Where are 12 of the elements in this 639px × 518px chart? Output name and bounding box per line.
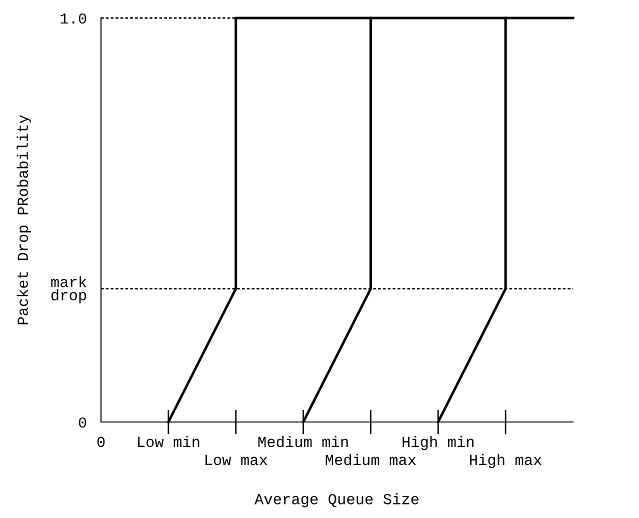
y-tick-label: 1.0 xyxy=(60,13,86,24)
x-tick-label: High max xyxy=(470,454,542,468)
x-tick-label: Low max xyxy=(206,454,268,466)
x-tick-label: Medium max xyxy=(326,454,416,466)
y-tick-label: 0 xyxy=(78,417,86,428)
y-axis-title: Packet Drop PRobability xyxy=(16,115,31,324)
x-tick-label: Low min xyxy=(138,436,200,448)
x-tick-label: Medium min xyxy=(258,436,348,448)
y-tick-label: mark drop xyxy=(51,276,86,304)
x-axis-title: Average Queue Size xyxy=(254,493,418,508)
x-tick-label: 0 xyxy=(97,436,105,448)
x-tick-label: High min xyxy=(402,436,474,450)
